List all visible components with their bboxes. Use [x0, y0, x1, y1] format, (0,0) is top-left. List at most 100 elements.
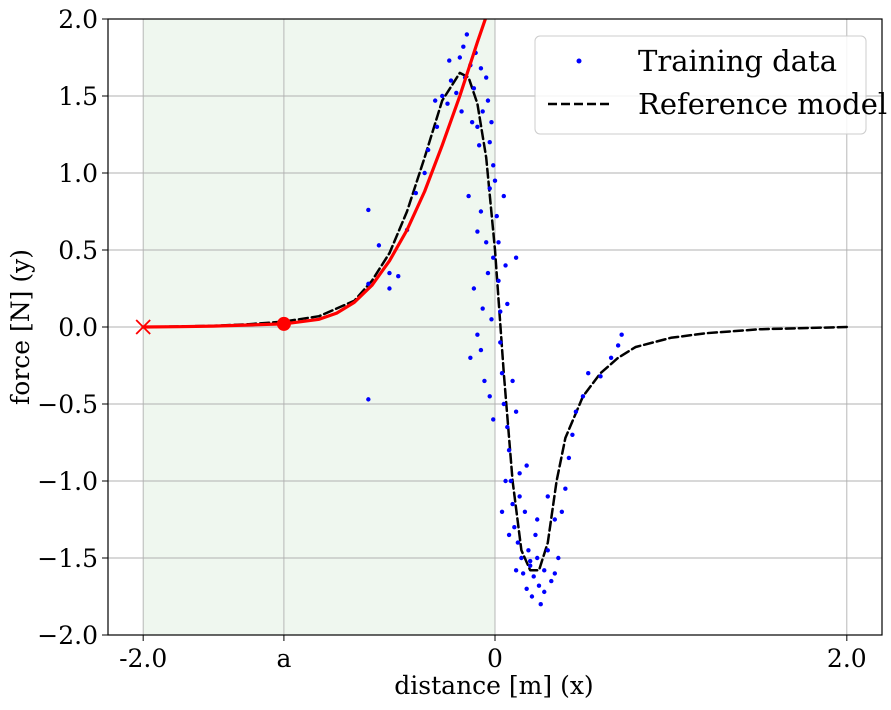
- training-data-point: [464, 32, 470, 37]
- training-data-point: [535, 555, 540, 561]
- training-data-point: [445, 101, 450, 106]
- training-data-point: [533, 532, 538, 538]
- training-data-point: [513, 568, 519, 573]
- training-data-point: [387, 286, 392, 291]
- markers: [135, 316, 291, 335]
- training-data-point: [517, 494, 522, 499]
- training-data-point: [526, 548, 531, 553]
- legend-reference-model-label: Reference model: [638, 87, 887, 121]
- training-data-point: [503, 263, 508, 268]
- training-data-point: [487, 394, 492, 399]
- reference-model-path: [141, 71, 849, 572]
- training-data-point: [478, 209, 484, 214]
- training-data-point: [496, 278, 501, 283]
- training-data-point: [425, 147, 431, 153]
- training-data-point: [580, 394, 586, 399]
- y-ticks: −2.0 −1.5 −1.0 −0.5 0.0 0.5 1.0 1.5 2.0: [37, 5, 108, 650]
- training-data-point: [475, 229, 480, 234]
- training-data-point: [499, 371, 505, 376]
- x-axis-label: distance [m] (x): [394, 671, 593, 700]
- training-data-point: [480, 306, 485, 311]
- y-tick-label: −1.5: [37, 544, 98, 573]
- y-axis-label: force [N] (y): [6, 249, 35, 405]
- training-data-point: [475, 332, 480, 337]
- training-data-point: [376, 243, 382, 248]
- training-data-point: [552, 571, 558, 576]
- training-data-point: [491, 255, 496, 260]
- training-data-point: [491, 163, 496, 168]
- training-data-point: [608, 355, 614, 360]
- training-data-point: [485, 98, 491, 103]
- training-data-point: [480, 109, 485, 114]
- training-data-point: [517, 471, 522, 476]
- training-data-point: [545, 548, 550, 553]
- start-marker: [135, 319, 151, 335]
- training-data-point: [531, 574, 536, 579]
- training-data-point: [468, 355, 473, 360]
- training-data-point: [522, 509, 528, 514]
- training-data-point: [478, 347, 484, 353]
- training-data-point: [482, 378, 487, 384]
- training-data-point: [434, 124, 440, 129]
- a-point-marker: [276, 316, 291, 331]
- training-data-point: [498, 309, 503, 314]
- training-data-point: [492, 178, 498, 183]
- fit-curve: [141, 19, 488, 329]
- training-data-point: [499, 509, 505, 514]
- training-data-point: [454, 90, 459, 96]
- y-tick-label: −0.5: [37, 390, 98, 419]
- training-data-point: [512, 525, 517, 530]
- training-data-point: [619, 332, 624, 337]
- training-data-point: [461, 44, 466, 49]
- training-data-point: [485, 270, 491, 276]
- training-data-point: [503, 478, 508, 484]
- x-tick-label: -2.0: [119, 644, 167, 673]
- reference-model-line: [141, 71, 849, 572]
- training-data-point: [519, 555, 524, 561]
- training-data-point: [505, 424, 510, 430]
- training-data-point: [513, 409, 519, 414]
- training-data-point: [510, 378, 515, 384]
- training-data-point: [529, 594, 535, 599]
- training-data-point: [489, 317, 494, 322]
- training-data-point: [484, 240, 489, 245]
- training-data-point: [459, 109, 464, 114]
- y-tick-label: 1.5: [58, 82, 98, 111]
- training-data-point: [563, 486, 568, 491]
- training-data-point: [432, 98, 438, 103]
- training-data-point: [542, 589, 547, 595]
- training-data-point: [457, 55, 463, 60]
- training-data-point: [538, 602, 543, 607]
- training-data-point: [566, 455, 572, 461]
- training-data-point: [422, 170, 427, 176]
- training-data-point: [520, 571, 526, 576]
- training-data-point: [586, 371, 591, 376]
- y-tick-label: −1.0: [37, 467, 98, 496]
- training-data-point: [535, 517, 540, 522]
- training-data-point: [491, 417, 496, 422]
- training-data-point: [510, 501, 515, 507]
- y-tick-label: 0.5: [58, 236, 98, 265]
- training-data-point: [549, 578, 554, 584]
- training-data-point: [466, 193, 471, 199]
- training-data-point: [471, 286, 477, 291]
- training-data-point: [496, 240, 501, 245]
- training-data-point: [542, 568, 547, 573]
- training-data-point: [396, 273, 401, 279]
- training-data-point: [366, 207, 371, 213]
- training-data-point: [501, 193, 506, 199]
- training-data-point: [484, 75, 489, 80]
- y-tick-label: 2.0: [58, 5, 98, 34]
- training-data-point: [615, 343, 621, 348]
- fit-curve-path: [141, 19, 488, 329]
- legend-training-data-swatch: [576, 58, 582, 64]
- training-data-point: [506, 532, 512, 538]
- training-data-point: [505, 301, 510, 307]
- legend-box: [534, 35, 867, 135]
- training-data-point: [598, 374, 603, 379]
- training-data-point: [487, 186, 492, 191]
- legend-training-data-label: Training data: [638, 44, 837, 78]
- x-tick-label: 0: [487, 644, 503, 673]
- training-data-point: [524, 586, 529, 591]
